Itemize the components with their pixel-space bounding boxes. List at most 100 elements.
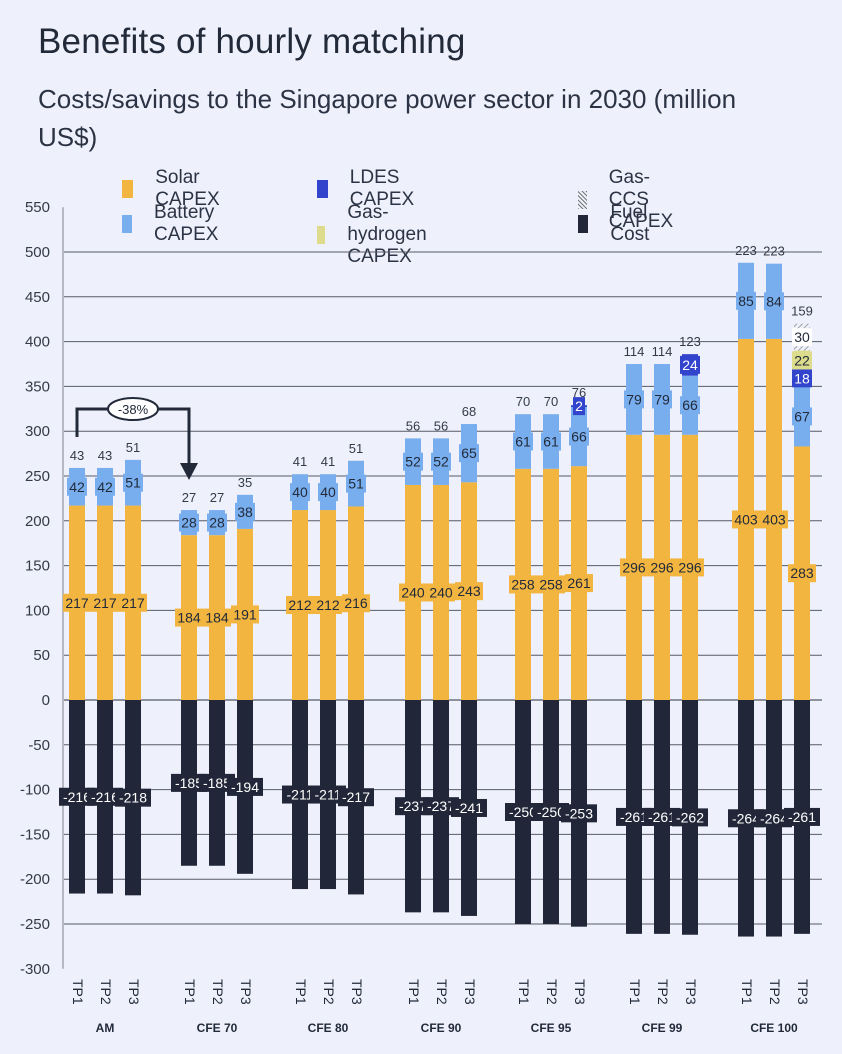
data-label: -216: [91, 789, 119, 805]
label-solar: 296: [620, 558, 648, 577]
label-battery: 28: [179, 513, 199, 532]
data-label: 66: [682, 397, 698, 413]
data-label-bg: [676, 558, 704, 577]
data-label: 52: [405, 454, 421, 470]
label-solar: 403: [732, 510, 760, 529]
data-label-bg: [680, 396, 700, 415]
label-battery: 42: [67, 477, 87, 496]
label-fuel: -216: [87, 787, 123, 806]
data-label-bg: [459, 444, 479, 463]
data-label-bg: [231, 605, 259, 624]
label-fuel: -264: [728, 809, 764, 828]
data-label-bg: [203, 608, 231, 627]
x-tick-label: TP2: [434, 979, 450, 1005]
data-label-bg: [59, 787, 95, 806]
label-battery: 38: [235, 502, 255, 521]
data-label-bg: [199, 773, 235, 792]
label-solar: 212: [314, 596, 342, 615]
data-label-bg: [207, 513, 227, 532]
data-label: -194: [231, 779, 259, 795]
data-label-bg: [561, 804, 597, 823]
data-label-bg: [760, 510, 788, 529]
annotation: -38%: [75, 397, 198, 480]
data-label-bg: [788, 564, 816, 583]
net-total-label: 43: [70, 448, 84, 463]
label-gas-ccs: 30: [792, 328, 812, 347]
data-label-bg: [680, 355, 700, 374]
data-label-bg: [175, 608, 203, 627]
y-axis: 550500450400350300250200150100500-50-100…: [20, 199, 64, 978]
data-label: 51: [348, 476, 364, 492]
label-solar: 403: [760, 510, 788, 529]
y-tick-label: -50: [28, 737, 50, 754]
net-total-label: 41: [321, 454, 335, 469]
data-label: 296: [678, 559, 702, 575]
y-tick-label: 200: [25, 513, 50, 530]
net-total-label: 70: [516, 394, 530, 409]
net-total-label: 70: [544, 394, 558, 409]
net-total-label: 76: [572, 385, 586, 400]
label-solar: 258: [537, 575, 565, 594]
data-label-bg: [290, 483, 310, 502]
label-ldes: 18: [792, 369, 812, 388]
x-tick-label: TP2: [767, 979, 783, 1005]
data-label-bg: [541, 432, 561, 451]
chart-subtitle: Costs/savings to the Singapore power sec…: [38, 84, 737, 152]
data-label: 217: [65, 595, 89, 611]
chart-title: Benefits of hourly matching: [38, 22, 466, 61]
data-label-bg: [648, 558, 676, 577]
label-fuel: -237: [395, 797, 431, 816]
label-solar: 261: [565, 574, 593, 593]
y-tick-label: 400: [25, 334, 50, 351]
data-label: 51: [125, 475, 141, 491]
x-tick-label: TP3: [683, 979, 699, 1005]
label-ldes: 2: [573, 397, 585, 416]
legend-swatch-battery: [122, 215, 133, 233]
y-tick-label: -250: [20, 916, 50, 933]
label-battery: 51: [123, 473, 143, 492]
data-label: -218: [119, 790, 147, 806]
legend-swatch-gas-ccs: [578, 191, 587, 209]
data-label: 217: [93, 595, 117, 611]
data-label-bg: [455, 582, 483, 601]
y-tick-label: 300: [25, 423, 50, 440]
data-label-bg: [346, 474, 366, 493]
x-tick-label: TP1: [182, 979, 198, 1005]
net-total-label: 27: [182, 490, 196, 505]
legend-item-battery: Battery CAPEX: [122, 202, 226, 246]
data-label-bg: [431, 452, 451, 471]
data-label: 42: [69, 479, 85, 495]
label-ldes: 24: [680, 355, 700, 374]
label-battery: 42: [95, 477, 115, 496]
label-solar: 296: [648, 558, 676, 577]
y-tick-label: 350: [25, 378, 50, 395]
data-label: 212: [316, 597, 340, 613]
data-label-bg: [784, 807, 820, 826]
x-tick-label: TP3: [572, 979, 588, 1005]
data-label-bg: [171, 773, 207, 792]
data-label-bg: [756, 809, 792, 828]
data-label-bg: [620, 558, 648, 577]
annotation-arrowhead-icon: [180, 463, 198, 480]
net-total-label: 123: [679, 334, 701, 349]
x-tick-label: TP3: [126, 979, 142, 1005]
x-group-label: CFE 80: [308, 1021, 349, 1035]
x-tick-label: TP3: [238, 979, 254, 1005]
y-tick-label: 100: [25, 602, 50, 619]
data-label: 296: [622, 559, 646, 575]
label-fuel: -211: [310, 785, 346, 804]
data-label: -250: [509, 804, 537, 820]
data-label-bg: [67, 477, 87, 496]
data-label-bg: [399, 583, 427, 602]
legend-swatch-ldes: [317, 180, 328, 198]
data-label: 24: [682, 357, 698, 373]
legend-label: Gas-CCS CAPEX: [608, 167, 674, 232]
data-label: -237: [399, 798, 427, 814]
data-label-bg: [736, 291, 756, 310]
data-label: 403: [762, 511, 786, 527]
x-group-label: CFE 70: [197, 1021, 238, 1035]
label-fuel: -261: [616, 807, 652, 826]
data-label: -211: [287, 787, 314, 803]
net-total-label: 114: [652, 344, 673, 359]
